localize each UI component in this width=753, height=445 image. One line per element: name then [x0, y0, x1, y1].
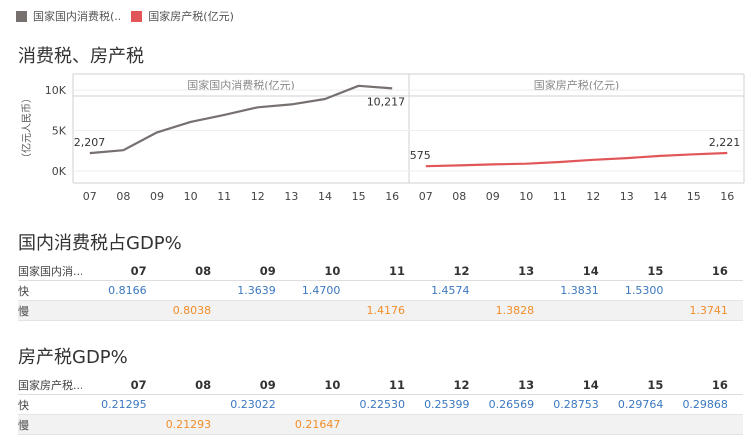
x-tick-label: 07 — [419, 190, 433, 203]
table-header-year: 15 — [647, 264, 664, 278]
x-tick-label: 09 — [150, 190, 164, 203]
table-header-year: 08 — [195, 378, 212, 392]
table-header-year: 15 — [647, 378, 664, 392]
consumption-gdp-table: 国家国内消... 07 08 09 10 11 12 13 14 15 16 快 0.8166 1.363… — [18, 262, 743, 321]
x-tick-label: 15 — [687, 190, 701, 203]
property-gdp-table: 国家房产税... 07 08 09 10 11 12 13 14 15 16 快 0.21295 0.23… — [18, 376, 743, 435]
x-tick-label: 10 — [184, 190, 198, 203]
legend-item-consumption-tax[interactable]: 国家国内消费税(.. — [16, 8, 121, 24]
table-header-year: 16 — [711, 378, 728, 392]
table-header-row: 国家房产税... 07 08 09 10 11 12 13 14 15 16 — [18, 376, 743, 395]
table-row-label: 慢 — [18, 418, 29, 432]
data-label-end: 10,217 — [367, 95, 406, 108]
table-header-year: 09 — [259, 264, 276, 278]
table-header-year: 16 — [711, 264, 728, 278]
table-header-year: 11 — [388, 378, 405, 392]
table-header-year: 09 — [259, 378, 276, 392]
data-label-start: 2,207 — [74, 136, 106, 149]
table-cell: 0.22530 — [359, 398, 405, 411]
panel-header-label: 国家国内消费税(亿元) — [187, 78, 295, 92]
legend-swatch-consumption — [16, 10, 27, 22]
series-line — [89, 84, 393, 155]
table-cell: 0.25399 — [424, 398, 470, 411]
legend-label: 国家国内消费税(.. — [33, 10, 122, 23]
legend-item-property-tax[interactable]: 国家房产税(亿元) — [131, 8, 234, 24]
y-tick-label: 10K — [45, 84, 67, 97]
table-cell: 1.3831 — [560, 284, 599, 297]
data-label-start: 575 — [410, 149, 431, 162]
x-tick-label: 08 — [452, 190, 466, 203]
x-tick-label: 16 — [385, 190, 399, 203]
x-tick-label: 12 — [586, 190, 600, 203]
x-tick-label: 16 — [720, 190, 734, 203]
x-tick-label: 13 — [620, 190, 634, 203]
table-cell: 1.3639 — [237, 284, 276, 297]
table-cell: 0.28753 — [553, 398, 599, 411]
table-row: 快 0.8166 1.3639 1.4700 1.4574 1.3831 1.5300 — [18, 281, 743, 300]
table-header-year: 12 — [453, 264, 470, 278]
table-header-year: 10 — [324, 378, 341, 392]
panel-header-label: 国家房产税(亿元) — [534, 78, 620, 92]
table-cell: 1.4574 — [431, 284, 470, 297]
table-cell: 0.8038 — [172, 304, 212, 317]
table-cell: 1.5300 — [624, 284, 664, 297]
data-label-end: 2,221 — [709, 136, 741, 149]
y-axis-label: （亿元人民币） — [20, 93, 33, 163]
table-row: 快 0.21295 0.23022 0.22530 0.25399 0.26569 0.28… — [18, 395, 743, 414]
table-cell: 0.26569 — [488, 398, 535, 411]
series-line — [425, 151, 728, 168]
table-header-label: 国家国内消... — [18, 265, 82, 278]
table-header-row: 国家国内消... 07 08 09 10 11 12 13 14 15 16 — [18, 262, 743, 281]
table-header-year: 11 — [388, 264, 405, 278]
table-cell: 0.23022 — [230, 398, 276, 411]
legend: 国家国内消费税(.. 国家房产税(亿元) — [16, 8, 244, 24]
table-header-year: 14 — [582, 378, 599, 392]
y-tick-label: 5K — [52, 125, 67, 138]
table-row-label: 慢 — [18, 304, 29, 318]
table-header-year: 07 — [130, 378, 147, 392]
table-cell: 0.21647 — [294, 418, 341, 431]
table-cell: 1.3828 — [495, 304, 535, 317]
x-tick-label: 12 — [251, 190, 265, 203]
table-header-year: 10 — [324, 264, 341, 278]
x-tick-label: 11 — [553, 190, 567, 203]
table-header-year: 07 — [130, 264, 147, 278]
table-header-year: 14 — [582, 264, 599, 278]
table-header-year: 12 — [453, 378, 470, 392]
section-title-property-gdp: 房产税GDP% — [18, 347, 128, 368]
table-header-year: 08 — [195, 264, 212, 278]
x-tick-label: 08 — [116, 190, 130, 203]
y-tick-label: 0K — [52, 165, 67, 178]
table-cell: 0.21293 — [165, 418, 212, 431]
table-cell: 1.4700 — [301, 284, 341, 297]
table-header-label: 国家房产税... — [18, 379, 82, 392]
section-title-taxes: 消费税、房产税 — [18, 46, 144, 67]
table-cell: 0.29764 — [617, 398, 664, 411]
table-cell: 0.8166 — [108, 284, 147, 297]
table-cell: 1.3741 — [689, 304, 728, 317]
table-header-year: 13 — [518, 264, 535, 278]
legend-swatch-property — [131, 10, 143, 22]
table-row-label: 快 — [18, 398, 29, 412]
x-tick-label: 14 — [318, 190, 332, 203]
table-row: 慢 0.21293 0.21647 — [18, 414, 743, 435]
table-cell: 0.29868 — [682, 398, 728, 411]
x-tick-label: 10 — [519, 190, 533, 203]
table-cell: 0.21295 — [101, 398, 147, 411]
table-row-label: 快 — [18, 284, 29, 298]
section-title-consumption-gdp: 国内消费税占GDP% — [18, 233, 182, 254]
tax-line-chart: 国家国内消费税(亿元) 国家房产税(亿元) 0K 5K 10K （亿元人民币） 07 08 09… — [20, 73, 745, 203]
table-row: 慢 0.8038 1.4176 1.3828 1.3741 — [18, 300, 743, 321]
legend-label: 国家房产税(亿元) — [148, 10, 234, 23]
x-tick-label: 11 — [217, 190, 231, 203]
x-tick-label: 09 — [486, 190, 500, 203]
x-tick-label: 13 — [284, 190, 298, 203]
x-tick-label: 15 — [352, 190, 366, 203]
x-tick-label: 07 — [83, 190, 97, 203]
x-tick-label: 14 — [653, 190, 667, 203]
table-header-year: 13 — [518, 378, 535, 392]
table-cell: 1.4176 — [366, 304, 405, 317]
